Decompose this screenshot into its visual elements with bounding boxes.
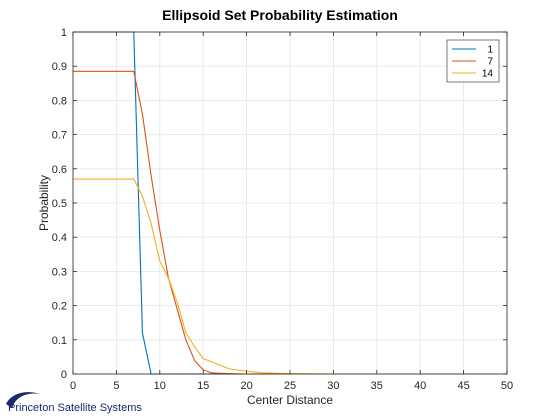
y-tick-label: 0.7 <box>52 130 67 142</box>
legend-entry-7: 7 <box>487 57 493 68</box>
x-tick-label: 10 <box>154 380 166 392</box>
x-axis-ticks: 0 5 10 15 20 25 30 35 40 45 50 <box>70 32 513 392</box>
x-tick-label: 30 <box>327 380 339 392</box>
y-tick-label: 0.4 <box>52 232 67 244</box>
x-tick-label: 45 <box>457 380 469 392</box>
x-tick-label: 5 <box>113 380 119 392</box>
logo-text: Princeton Satellite Systems <box>8 402 142 414</box>
y-tick-label: 0.8 <box>52 95 67 107</box>
x-axis-label: Center Distance <box>247 393 333 407</box>
legend-entry-1: 1 <box>487 45 493 56</box>
swoosh-icon <box>6 392 40 408</box>
x-tick-label: 25 <box>284 380 296 392</box>
y-tick-label: 0.9 <box>52 61 67 73</box>
y-tick-label: 1 <box>61 27 67 39</box>
y-tick-label: 0.1 <box>52 335 67 347</box>
chart-title: Ellipsoid Set Probability Estimation <box>162 7 398 23</box>
y-axis-ticks: 0 0.1 0.2 0.3 0.4 0.5 0.6 0.7 0.8 0.9 1 <box>52 27 507 381</box>
series-line-7 <box>73 70 499 375</box>
y-tick-label: 0.5 <box>52 198 67 210</box>
x-tick-label: 35 <box>371 380 383 392</box>
legend-entry-14: 14 <box>482 69 494 80</box>
x-tick-label: 0 <box>70 380 76 392</box>
y-axis-label: Probability <box>37 175 51 231</box>
x-tick-label: 20 <box>240 380 252 392</box>
x-tick-label: 50 <box>501 380 513 392</box>
y-tick-label: 0 <box>61 369 67 381</box>
company-logo: Princeton Satellite Systems <box>6 392 142 414</box>
y-tick-label: 0.6 <box>52 164 67 176</box>
x-tick-label: 15 <box>197 380 209 392</box>
x-tick-label: 40 <box>414 380 426 392</box>
y-tick-label: 0.3 <box>52 266 67 278</box>
series-line-14 <box>73 178 499 375</box>
y-tick-label: 0.2 <box>52 301 67 313</box>
